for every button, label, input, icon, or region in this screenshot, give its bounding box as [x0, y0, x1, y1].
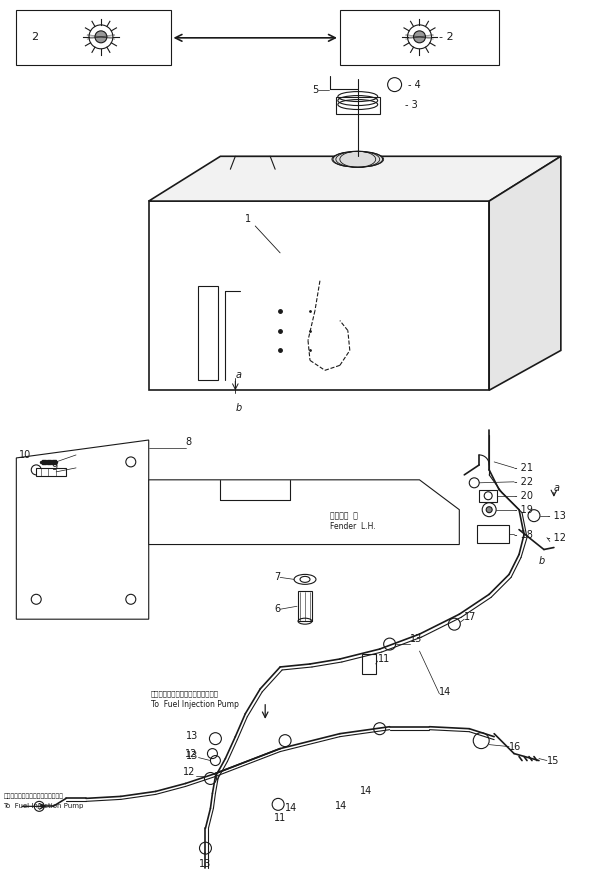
Text: - 13: - 13 — [547, 510, 566, 521]
Text: - 21: - 21 — [514, 463, 533, 473]
Text: 15: 15 — [547, 756, 559, 766]
Text: 7: 7 — [274, 572, 280, 583]
Text: 13: 13 — [186, 751, 199, 760]
Text: フュエルインジェクションポンプへ: フュエルインジェクションポンプへ — [151, 691, 219, 698]
Bar — [17, 10, 170, 64]
Text: 5: 5 — [312, 85, 318, 94]
Text: a: a — [554, 483, 560, 493]
Text: 13: 13 — [186, 730, 199, 741]
Text: フェンダ  左: フェンダ 左 — [330, 511, 358, 520]
Text: 1: 1 — [245, 214, 252, 224]
Bar — [36, 468, 66, 476]
Text: To  Fuel Injection Pump: To Fuel Injection Pump — [3, 804, 84, 810]
Polygon shape — [17, 440, 149, 619]
Text: 11: 11 — [274, 813, 286, 823]
Text: 12: 12 — [185, 749, 197, 758]
Bar — [199, 286, 218, 381]
Bar — [362, 654, 376, 674]
Text: Fender  L.H.: Fender L.H. — [330, 522, 376, 531]
Polygon shape — [489, 156, 561, 390]
Text: 14: 14 — [335, 802, 347, 811]
Text: 10: 10 — [19, 450, 31, 460]
Circle shape — [486, 507, 492, 513]
Text: 16: 16 — [509, 742, 522, 751]
Text: 14: 14 — [439, 687, 451, 697]
Text: - 19: - 19 — [514, 505, 533, 515]
Text: - 2: - 2 — [439, 32, 454, 42]
Text: 9: 9 — [51, 462, 57, 472]
Polygon shape — [149, 479, 459, 545]
Text: 2: 2 — [31, 32, 38, 42]
Bar — [298, 592, 312, 621]
Text: 6: 6 — [274, 604, 280, 615]
Text: 13: 13 — [410, 634, 422, 644]
Circle shape — [95, 31, 107, 42]
Text: - 20: - 20 — [514, 491, 533, 501]
Circle shape — [413, 31, 426, 42]
Text: 14: 14 — [285, 804, 297, 813]
Bar — [340, 10, 499, 64]
Text: - 12: - 12 — [547, 532, 566, 542]
Bar — [479, 490, 497, 502]
Text: a: a — [236, 370, 241, 381]
Text: 8: 8 — [186, 437, 192, 447]
Text: - 4: - 4 — [408, 79, 420, 89]
Text: 17: 17 — [464, 612, 477, 623]
Bar — [477, 525, 509, 542]
Text: 14: 14 — [360, 787, 372, 796]
Text: - 22: - 22 — [514, 477, 533, 487]
Text: - 3: - 3 — [405, 100, 418, 109]
Polygon shape — [149, 201, 489, 390]
Text: b: b — [539, 556, 546, 567]
Text: - 18: - 18 — [514, 530, 533, 540]
Text: To  Fuel Injection Pump: To Fuel Injection Pump — [151, 700, 239, 709]
Text: 12: 12 — [183, 766, 196, 776]
Text: 11: 11 — [378, 654, 390, 664]
Text: 13: 13 — [199, 859, 212, 869]
Ellipse shape — [333, 151, 383, 167]
Text: フュエルインジェクションポンプへ: フュエルインジェクションポンプへ — [3, 794, 63, 799]
Text: b: b — [236, 404, 242, 413]
Polygon shape — [149, 156, 561, 201]
Bar — [336, 96, 379, 115]
